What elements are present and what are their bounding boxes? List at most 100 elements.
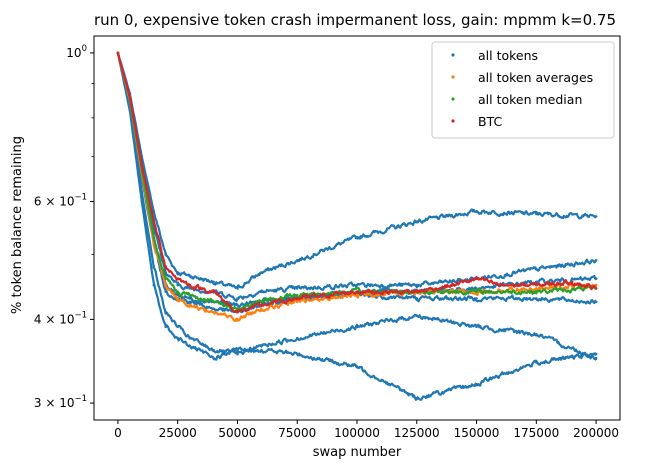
data-point xyxy=(475,325,478,329)
data-point xyxy=(164,265,167,268)
data-point xyxy=(188,300,191,304)
data-point xyxy=(295,293,299,297)
x-tick-label: 100000 xyxy=(334,426,380,440)
x-tick-label: 75000 xyxy=(278,426,316,440)
data-point xyxy=(164,271,167,274)
data-point xyxy=(535,361,538,364)
data-point xyxy=(535,283,538,287)
data-point xyxy=(415,396,419,400)
data-point xyxy=(594,259,598,262)
data-point xyxy=(164,283,167,287)
data-point xyxy=(188,287,191,290)
data-point xyxy=(475,290,478,294)
data-point xyxy=(236,287,239,290)
series-trace xyxy=(116,52,597,312)
data-point xyxy=(535,268,538,271)
data-point xyxy=(188,283,191,287)
legend-label: all tokens xyxy=(478,48,538,63)
y-tick-label: 3 × 10−1 xyxy=(34,394,87,410)
legend: all tokens all token averages all token me… xyxy=(431,41,615,139)
data-point xyxy=(475,210,478,213)
data-point xyxy=(212,300,215,304)
data-point xyxy=(475,297,478,300)
data-point xyxy=(260,290,263,294)
axis-layer: 0 25000 50000 75000 100000 125000 150000 175000… xyxy=(34,44,619,440)
data-point xyxy=(140,163,144,167)
data-point xyxy=(594,277,598,281)
legend-marker xyxy=(451,97,455,101)
data-point xyxy=(140,200,144,203)
data-point xyxy=(355,283,359,287)
data-point xyxy=(475,277,478,281)
legend-box xyxy=(431,41,615,139)
series-trace xyxy=(116,52,597,322)
data-point xyxy=(570,280,574,284)
data-point xyxy=(594,300,598,304)
x-tick-label: 25000 xyxy=(159,426,197,440)
data-point xyxy=(475,287,478,290)
data-point xyxy=(188,344,191,348)
data-point xyxy=(295,297,299,300)
data-point xyxy=(236,318,239,321)
x-tick-label: 0 xyxy=(114,426,122,440)
data-point xyxy=(188,274,191,277)
data-point xyxy=(260,300,263,304)
data-point xyxy=(176,290,179,294)
data-point xyxy=(499,283,502,287)
data-point xyxy=(475,383,478,386)
data-point xyxy=(236,348,239,352)
data-point xyxy=(451,283,454,287)
data-point xyxy=(355,325,359,329)
legend-marker xyxy=(451,53,455,57)
data-point xyxy=(295,300,299,304)
y-tick-label: 6 × 10−1 xyxy=(34,192,87,208)
data-point xyxy=(212,290,215,294)
data-point xyxy=(355,290,359,294)
data-point xyxy=(535,297,538,300)
data-point xyxy=(355,293,359,297)
data-point xyxy=(260,271,263,274)
data-point xyxy=(188,297,191,300)
data-point xyxy=(164,290,167,294)
y-tick-label: 100 xyxy=(66,44,87,60)
data-point xyxy=(594,356,598,360)
data-point xyxy=(152,220,156,223)
data-point xyxy=(594,287,598,290)
series-trace xyxy=(116,52,598,361)
data-point xyxy=(164,325,167,329)
x-tick-label: 125000 xyxy=(394,426,440,440)
data-point xyxy=(152,210,156,213)
data-point xyxy=(236,297,239,300)
x-tick-label: 175000 xyxy=(513,426,559,440)
data-point xyxy=(236,310,239,314)
series-layer xyxy=(116,51,598,401)
data-point xyxy=(176,297,179,300)
data-point xyxy=(594,215,598,218)
data-point xyxy=(152,236,156,239)
data-point xyxy=(176,277,179,281)
data-point xyxy=(355,365,359,368)
series-btc xyxy=(116,51,598,314)
data-point xyxy=(212,307,215,311)
x-tick-label: 150000 xyxy=(454,426,500,440)
x-tick-label: 50000 xyxy=(218,426,256,440)
y-tick-label: 4 × 10−1 xyxy=(34,310,87,326)
data-point xyxy=(415,220,419,223)
data-point xyxy=(535,290,538,294)
data-point xyxy=(116,51,120,55)
data-point xyxy=(415,314,419,318)
data-point xyxy=(260,307,263,311)
y-axis-label: % token balance remaining xyxy=(10,136,25,314)
data-point xyxy=(176,325,179,329)
data-point xyxy=(212,348,215,352)
data-point xyxy=(164,310,167,314)
legend-label: all token median xyxy=(478,92,582,107)
data-point xyxy=(188,336,191,340)
data-point xyxy=(176,336,179,340)
data-point xyxy=(164,253,167,256)
data-point xyxy=(188,303,191,307)
data-point xyxy=(535,212,538,216)
data-point xyxy=(152,265,156,268)
legend-marker xyxy=(451,119,455,123)
